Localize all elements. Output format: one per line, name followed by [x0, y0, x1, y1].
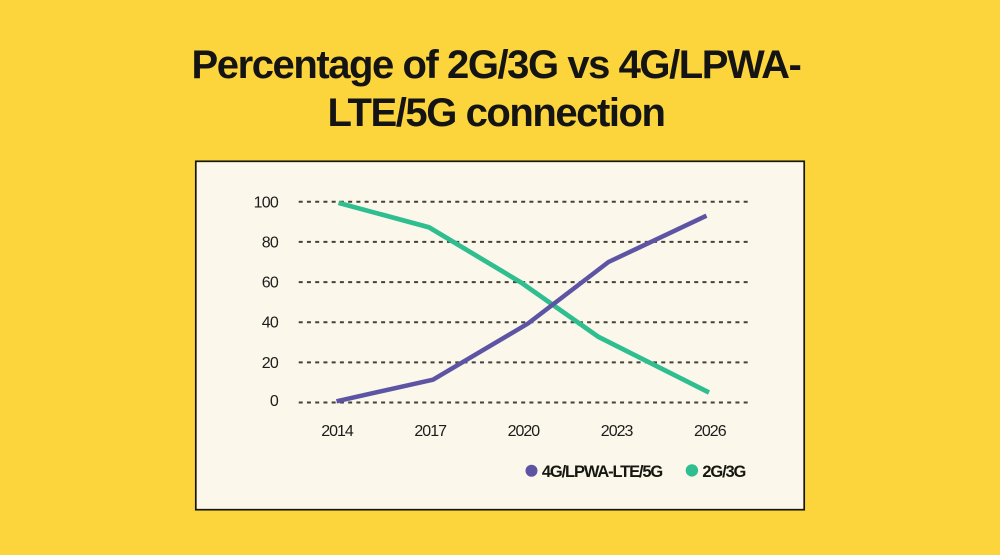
svg-text:2G/3G: 2G/3G [702, 463, 745, 481]
svg-text:100: 100 [254, 194, 279, 211]
svg-text:60: 60 [262, 275, 279, 292]
svg-text:80: 80 [262, 234, 279, 251]
svg-text:4G/LPWA-LTE/5G: 4G/LPWA-LTE/5G [542, 463, 663, 481]
svg-text:0: 0 [270, 393, 279, 410]
svg-text:2026: 2026 [694, 423, 727, 440]
svg-text:2014: 2014 [321, 423, 354, 440]
svg-text:2020: 2020 [508, 423, 541, 440]
svg-text:20: 20 [262, 355, 279, 372]
svg-text:40: 40 [262, 315, 279, 332]
svg-text:2023: 2023 [601, 423, 634, 440]
svg-text:2017: 2017 [414, 423, 447, 440]
